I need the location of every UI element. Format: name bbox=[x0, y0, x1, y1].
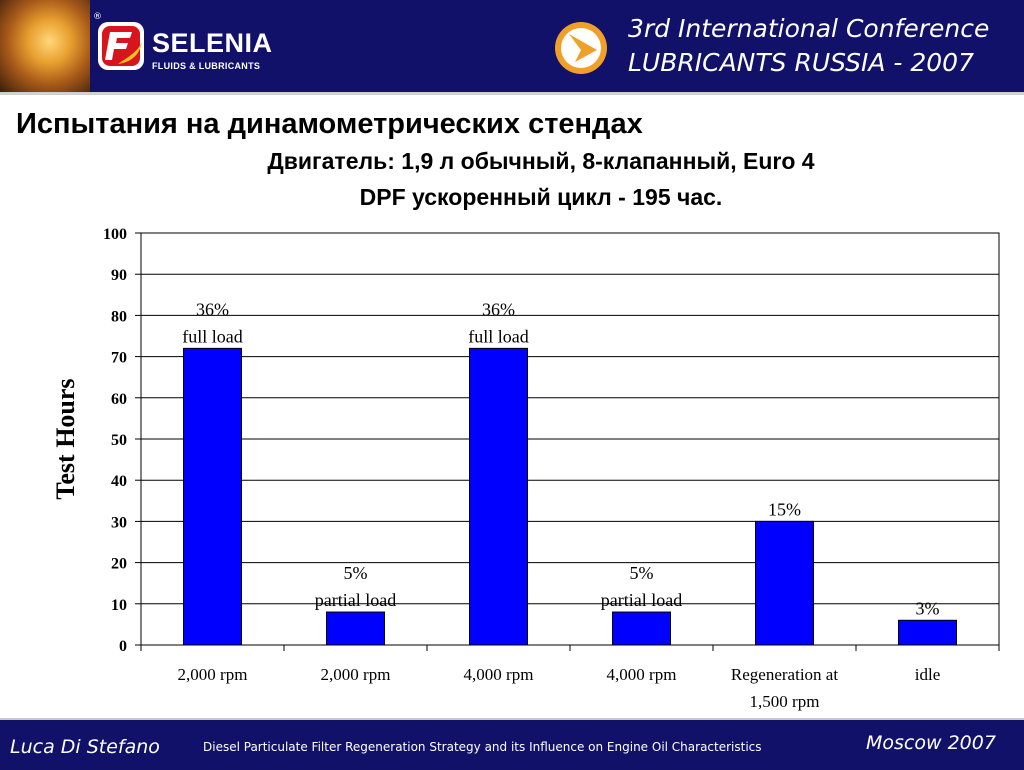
slide-subtitle-cycle: DPF ускоренный цикл - 195 час. bbox=[359, 184, 723, 210]
x-category-label: Regeneration at bbox=[731, 665, 838, 684]
selenia-emblem-icon bbox=[98, 22, 144, 70]
data-label: 36% bbox=[482, 299, 515, 319]
footer-band: Luca Di Stefano Diesel Particulate Filte… bbox=[0, 718, 1024, 770]
conference-title-line1: 3rd International Conference bbox=[628, 14, 990, 43]
bar bbox=[469, 347, 528, 646]
y-tick-label: 0 bbox=[119, 638, 127, 655]
selenia-logo: ® SELENIA FLUIDS & LUBRICANTS bbox=[92, 12, 272, 78]
data-label: 15% bbox=[768, 499, 801, 519]
y-tick-label: 20 bbox=[111, 556, 127, 573]
y-tick-label: 30 bbox=[111, 514, 127, 531]
data-label: 5% bbox=[344, 563, 368, 583]
slide-title: Испытания на динамометрических стендах bbox=[16, 108, 643, 140]
data-label: full load bbox=[182, 326, 243, 346]
y-tick-label: 50 bbox=[111, 432, 127, 449]
data-label: partial load bbox=[601, 590, 682, 610]
y-tick-label: 80 bbox=[111, 308, 127, 325]
y-tick-label: 100 bbox=[103, 226, 127, 243]
x-category-label: 2,000 rpm bbox=[321, 665, 391, 684]
conference-title-line2: LUBRICANTS RUSSIA - 2007 bbox=[628, 48, 974, 77]
data-label: 3% bbox=[916, 598, 940, 618]
header-band: ® SELENIA FLUIDS & LUBRICANTS 3rd Intern… bbox=[0, 0, 1024, 92]
x-category-label: 2,000 rpm bbox=[178, 665, 248, 684]
y-tick-label: 10 bbox=[111, 597, 127, 614]
x-category-label: 1,500 rpm bbox=[750, 692, 820, 711]
x-category-label: 4,000 rpm bbox=[464, 665, 534, 684]
data-label: full load bbox=[468, 326, 529, 346]
data-label: 36% bbox=[196, 299, 229, 319]
registered-mark: ® bbox=[93, 12, 102, 22]
bar bbox=[612, 611, 671, 646]
bar bbox=[898, 619, 957, 646]
bar bbox=[326, 611, 385, 646]
bar bbox=[755, 520, 814, 646]
data-label: partial load bbox=[315, 590, 396, 610]
y-tick-label: 60 bbox=[111, 391, 127, 408]
bar-chart: 0 10 20 30 40 50 60 70 80 90 100 36% full load 2,000 … bbox=[51, 226, 1000, 711]
data-label: 5% bbox=[630, 563, 654, 583]
slide-subtitle-engine: Двигатель: 1,9 л обычный, 8-клапанный, E… bbox=[267, 148, 815, 174]
x-category-label: idle bbox=[915, 665, 941, 684]
y-tick-label: 90 bbox=[111, 267, 127, 284]
header-divider bbox=[0, 92, 1024, 95]
header-photo bbox=[0, 0, 90, 92]
footer-author: Luca Di Stefano bbox=[10, 736, 160, 758]
y-axis-title: Test Hours bbox=[51, 378, 80, 499]
footer-paper-title: Diesel Particulate Filter Regeneration S… bbox=[203, 740, 762, 754]
y-tick-label: 70 bbox=[111, 350, 127, 367]
conference-logo-icon bbox=[555, 22, 607, 74]
logo-text: SELENIA bbox=[152, 28, 273, 58]
bar bbox=[183, 347, 242, 646]
footer-place-date: Moscow 2007 bbox=[866, 732, 996, 754]
logo-subtext: FLUIDS & LUBRICANTS bbox=[152, 61, 261, 71]
x-category-label: 4,000 rpm bbox=[607, 665, 677, 684]
y-tick-label: 40 bbox=[111, 473, 127, 490]
